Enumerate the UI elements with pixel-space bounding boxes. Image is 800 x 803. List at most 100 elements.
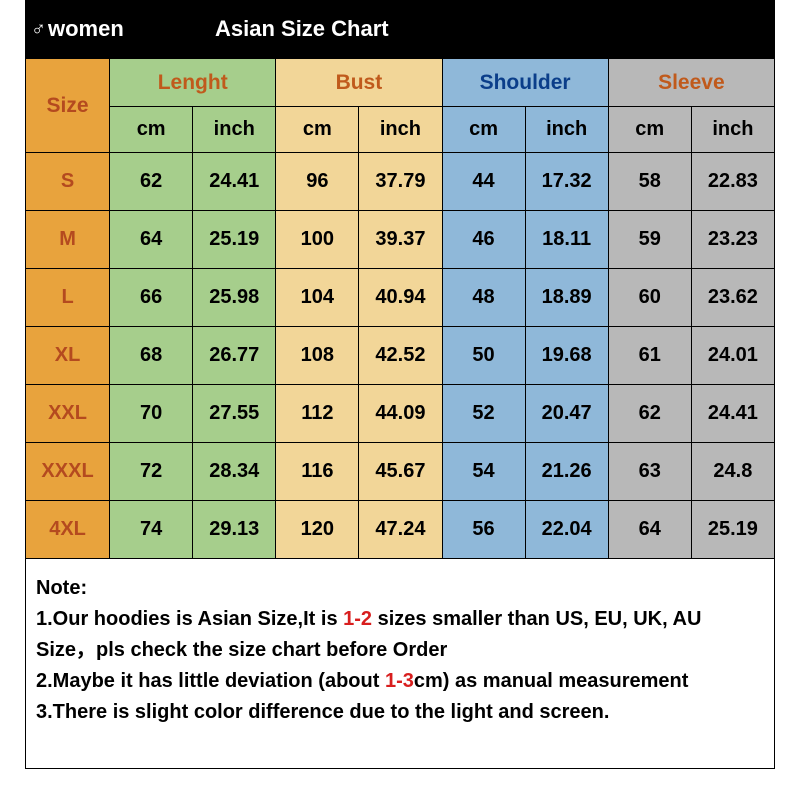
unit-inch: inch <box>691 107 774 153</box>
cell-bust-inch: 39.37 <box>359 211 442 269</box>
cell-bust-cm: 108 <box>276 327 359 385</box>
table-row: L6625.9810440.944818.896023.62 <box>26 269 775 327</box>
cell-bust-inch: 47.24 <box>359 501 442 559</box>
cell-shoulder-cm: 44 <box>442 153 525 211</box>
table-row: XXL7027.5511244.095220.476224.41 <box>26 385 775 443</box>
cell-length-cm: 62 <box>110 153 193 211</box>
cell-bust-cm: 116 <box>276 443 359 501</box>
table-body: S6224.419637.794417.325822.83M6425.19100… <box>26 153 775 559</box>
cell-sleeve-inch: 23.62 <box>691 269 774 327</box>
cell-shoulder-cm: 50 <box>442 327 525 385</box>
gender-text: women <box>48 16 124 42</box>
highlight-1-2: 1-2 <box>343 608 372 630</box>
cell-sleeve-cm: 61 <box>608 327 691 385</box>
cell-length-inch: 26.77 <box>193 327 276 385</box>
cell-bust-inch: 37.79 <box>359 153 442 211</box>
gender-label: ♂ women <box>25 16 215 42</box>
cell-sleeve-cm: 62 <box>608 385 691 443</box>
unit-inch: inch <box>525 107 608 153</box>
unit-cm: cm <box>608 107 691 153</box>
cell-length-inch: 25.19 <box>193 211 276 269</box>
unit-inch: inch <box>193 107 276 153</box>
cell-size: M <box>26 211 110 269</box>
table-row: M6425.1910039.374618.115923.23 <box>26 211 775 269</box>
cell-size: S <box>26 153 110 211</box>
header-row-2: cm inch cm inch cm inch cm inch <box>26 107 775 153</box>
cell-length-cm: 68 <box>110 327 193 385</box>
table-row: XXXL7228.3411645.675421.266324.8 <box>26 443 775 501</box>
cell-sleeve-cm: 64 <box>608 501 691 559</box>
cell-shoulder-inch: 18.11 <box>525 211 608 269</box>
cell-sleeve-inch: 23.23 <box>691 211 774 269</box>
header-row-1: Size Lenght Bust Shoulder Sleeve <box>26 59 775 107</box>
cell-length-cm: 74 <box>110 501 193 559</box>
cell-length-cm: 64 <box>110 211 193 269</box>
note-line-2: 2.Maybe it has little deviation (about 1… <box>36 666 764 697</box>
col-bust: Bust <box>276 59 442 107</box>
unit-cm: cm <box>276 107 359 153</box>
cell-shoulder-cm: 52 <box>442 385 525 443</box>
note-heading: Note: <box>36 573 764 604</box>
cell-sleeve-cm: 58 <box>608 153 691 211</box>
note-line-1: 1.Our hoodies is Asian Size,It is 1-2 si… <box>36 604 764 666</box>
cell-bust-cm: 96 <box>276 153 359 211</box>
cell-length-cm: 70 <box>110 385 193 443</box>
cell-size: XL <box>26 327 110 385</box>
table-row: XL6826.7710842.525019.686124.01 <box>26 327 775 385</box>
cell-bust-inch: 45.67 <box>359 443 442 501</box>
cell-bust-inch: 40.94 <box>359 269 442 327</box>
cell-sleeve-cm: 59 <box>608 211 691 269</box>
cell-shoulder-cm: 48 <box>442 269 525 327</box>
table-row: 4XL7429.1312047.245622.046425.19 <box>26 501 775 559</box>
note-line-3: 3.There is slight color difference due t… <box>36 697 764 728</box>
cell-size: 4XL <box>26 501 110 559</box>
gender-icon: ♂ <box>31 18 46 41</box>
cell-shoulder-cm: 54 <box>442 443 525 501</box>
cell-length-inch: 27.55 <box>193 385 276 443</box>
cell-bust-cm: 112 <box>276 385 359 443</box>
cell-shoulder-inch: 20.47 <box>525 385 608 443</box>
chart-title: Asian Size Chart <box>215 16 389 42</box>
header-bar: ♂ women Asian Size Chart <box>25 0 775 58</box>
cell-length-inch: 28.34 <box>193 443 276 501</box>
note-box: Note: 1.Our hoodies is Asian Size,It is … <box>25 559 775 769</box>
cell-bust-inch: 42.52 <box>359 327 442 385</box>
cell-sleeve-inch: 25.19 <box>691 501 774 559</box>
cell-shoulder-inch: 21.26 <box>525 443 608 501</box>
cell-shoulder-inch: 18.89 <box>525 269 608 327</box>
cell-length-inch: 25.98 <box>193 269 276 327</box>
col-length: Lenght <box>110 59 276 107</box>
cell-sleeve-inch: 24.41 <box>691 385 774 443</box>
cell-length-cm: 72 <box>110 443 193 501</box>
cell-length-inch: 24.41 <box>193 153 276 211</box>
cell-sleeve-inch: 24.8 <box>691 443 774 501</box>
cell-shoulder-inch: 19.68 <box>525 327 608 385</box>
cell-sleeve-inch: 22.83 <box>691 153 774 211</box>
cell-shoulder-cm: 56 <box>442 501 525 559</box>
unit-cm: cm <box>442 107 525 153</box>
table-row: S6224.419637.794417.325822.83 <box>26 153 775 211</box>
size-table: Size Lenght Bust Shoulder Sleeve cm inch… <box>25 58 775 559</box>
highlight-1-3: 1-3 <box>385 670 414 692</box>
cell-size: XXL <box>26 385 110 443</box>
unit-cm: cm <box>110 107 193 153</box>
cell-size: L <box>26 269 110 327</box>
cell-bust-inch: 44.09 <box>359 385 442 443</box>
cell-sleeve-cm: 60 <box>608 269 691 327</box>
col-sleeve: Sleeve <box>608 59 774 107</box>
size-chart-container: ♂ women Asian Size Chart Size Lenght Bus… <box>25 0 775 769</box>
cell-length-cm: 66 <box>110 269 193 327</box>
cell-length-inch: 29.13 <box>193 501 276 559</box>
cell-bust-cm: 120 <box>276 501 359 559</box>
cell-shoulder-inch: 17.32 <box>525 153 608 211</box>
col-size: Size <box>26 59 110 153</box>
cell-size: XXXL <box>26 443 110 501</box>
unit-inch: inch <box>359 107 442 153</box>
cell-shoulder-inch: 22.04 <box>525 501 608 559</box>
cell-sleeve-cm: 63 <box>608 443 691 501</box>
cell-bust-cm: 104 <box>276 269 359 327</box>
cell-shoulder-cm: 46 <box>442 211 525 269</box>
cell-bust-cm: 100 <box>276 211 359 269</box>
cell-sleeve-inch: 24.01 <box>691 327 774 385</box>
col-shoulder: Shoulder <box>442 59 608 107</box>
